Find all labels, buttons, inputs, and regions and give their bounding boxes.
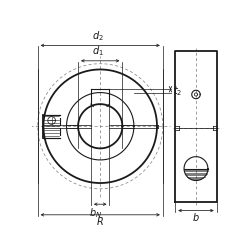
Text: $t_2$: $t_2$ bbox=[173, 84, 182, 98]
Text: R: R bbox=[97, 217, 103, 227]
Text: $b_N$: $b_N$ bbox=[89, 206, 102, 220]
Text: b: b bbox=[193, 213, 199, 223]
Text: $d_2$: $d_2$ bbox=[92, 29, 104, 43]
Text: $d_1$: $d_1$ bbox=[92, 45, 104, 59]
